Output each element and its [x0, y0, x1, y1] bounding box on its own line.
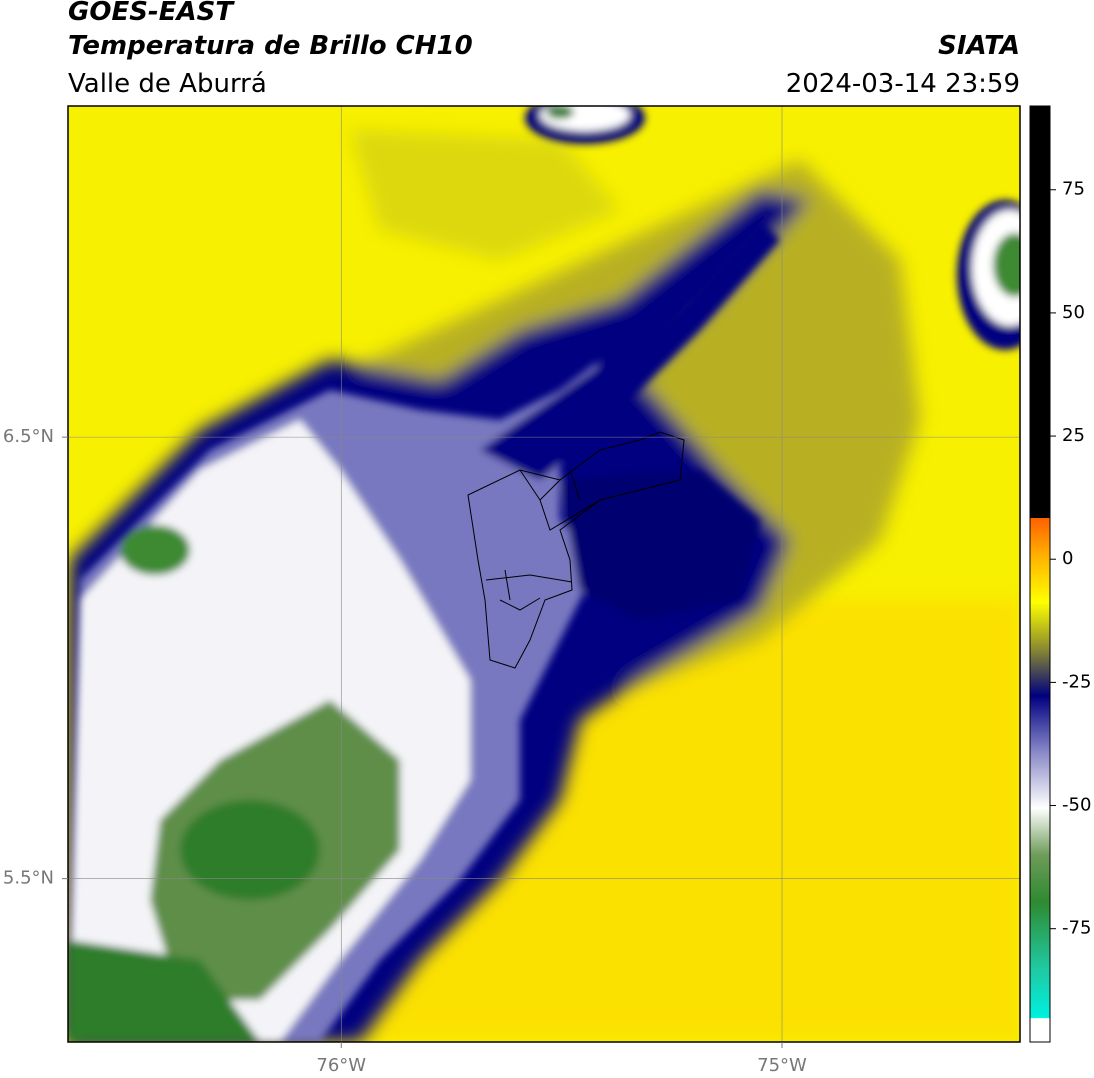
- colorbar: [1029, 105, 1051, 1043]
- satellite: GOES-EAST: [68, 0, 235, 27]
- colorbar-tick-label: 25: [1062, 425, 1085, 446]
- datetime: 2024-03-14 23:59: [786, 69, 1020, 99]
- satellite-image: [68, 106, 1020, 1042]
- product: Temperatura de Brillo CH10: [68, 31, 473, 61]
- colorbar-tick-label: 50: [1062, 302, 1085, 323]
- y-tick-label: 5.5°N: [3, 868, 54, 889]
- agency: SIATA: [938, 31, 1020, 61]
- colorbar-tick-label: -25: [1062, 671, 1091, 692]
- y-tick-label: 6.5°N: [3, 426, 54, 447]
- colorbar-tick-label: -50: [1062, 795, 1091, 816]
- colorbar-tick-label: -75: [1062, 918, 1091, 939]
- colorbar-tick-label: 75: [1062, 179, 1085, 200]
- region: Valle de Aburrá: [68, 69, 267, 99]
- x-tick-label: 75°W: [757, 1055, 807, 1076]
- x-tick-label: 76°W: [316, 1055, 366, 1076]
- map-frame: [67, 105, 1021, 1043]
- colorbar-tick-label: 0: [1062, 548, 1073, 569]
